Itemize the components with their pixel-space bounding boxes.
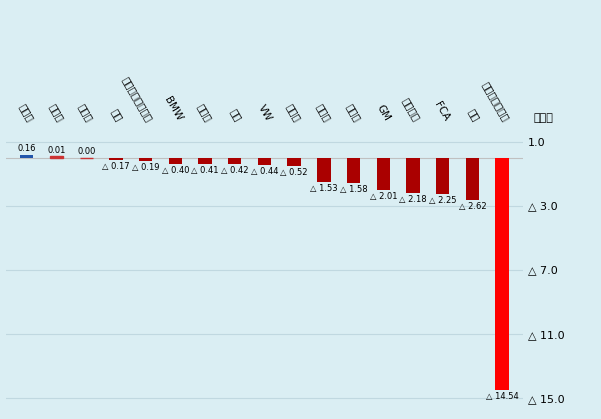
Text: △ 0.44: △ 0.44 xyxy=(251,167,278,176)
Text: △ 1.53: △ 1.53 xyxy=(310,184,338,193)
Bar xyxy=(347,158,360,183)
Text: △ 0.17: △ 0.17 xyxy=(102,162,130,171)
Bar xyxy=(466,158,479,199)
Text: △ 2.25: △ 2.25 xyxy=(429,196,456,204)
Bar xyxy=(50,156,63,158)
Text: 0.00: 0.00 xyxy=(77,147,96,156)
Text: △ 0.41: △ 0.41 xyxy=(191,166,219,175)
Bar xyxy=(20,155,34,158)
Bar xyxy=(139,158,152,161)
Bar xyxy=(317,158,331,182)
Text: 0.01: 0.01 xyxy=(47,145,66,155)
Text: △ 2.18: △ 2.18 xyxy=(399,194,427,204)
Text: △ 0.19: △ 0.19 xyxy=(132,163,159,172)
Bar xyxy=(258,158,271,165)
Bar xyxy=(287,158,301,166)
Text: △ 1.58: △ 1.58 xyxy=(340,185,367,194)
Bar xyxy=(406,158,419,193)
Bar xyxy=(109,158,123,160)
Text: △ 0.52: △ 0.52 xyxy=(281,168,308,177)
Text: △ 2.01: △ 2.01 xyxy=(370,192,397,201)
Text: （％）: （％） xyxy=(533,113,553,123)
Text: 0.16: 0.16 xyxy=(17,144,36,153)
Bar xyxy=(228,158,242,164)
Bar xyxy=(436,158,450,194)
Bar xyxy=(169,158,182,164)
Text: △ 14.54: △ 14.54 xyxy=(486,392,519,401)
Bar xyxy=(495,158,509,391)
Text: △ 0.42: △ 0.42 xyxy=(221,166,248,176)
Bar xyxy=(377,158,390,190)
Text: △ 0.40: △ 0.40 xyxy=(162,166,189,175)
Bar xyxy=(198,158,212,164)
Text: △ 2.62: △ 2.62 xyxy=(459,202,486,211)
